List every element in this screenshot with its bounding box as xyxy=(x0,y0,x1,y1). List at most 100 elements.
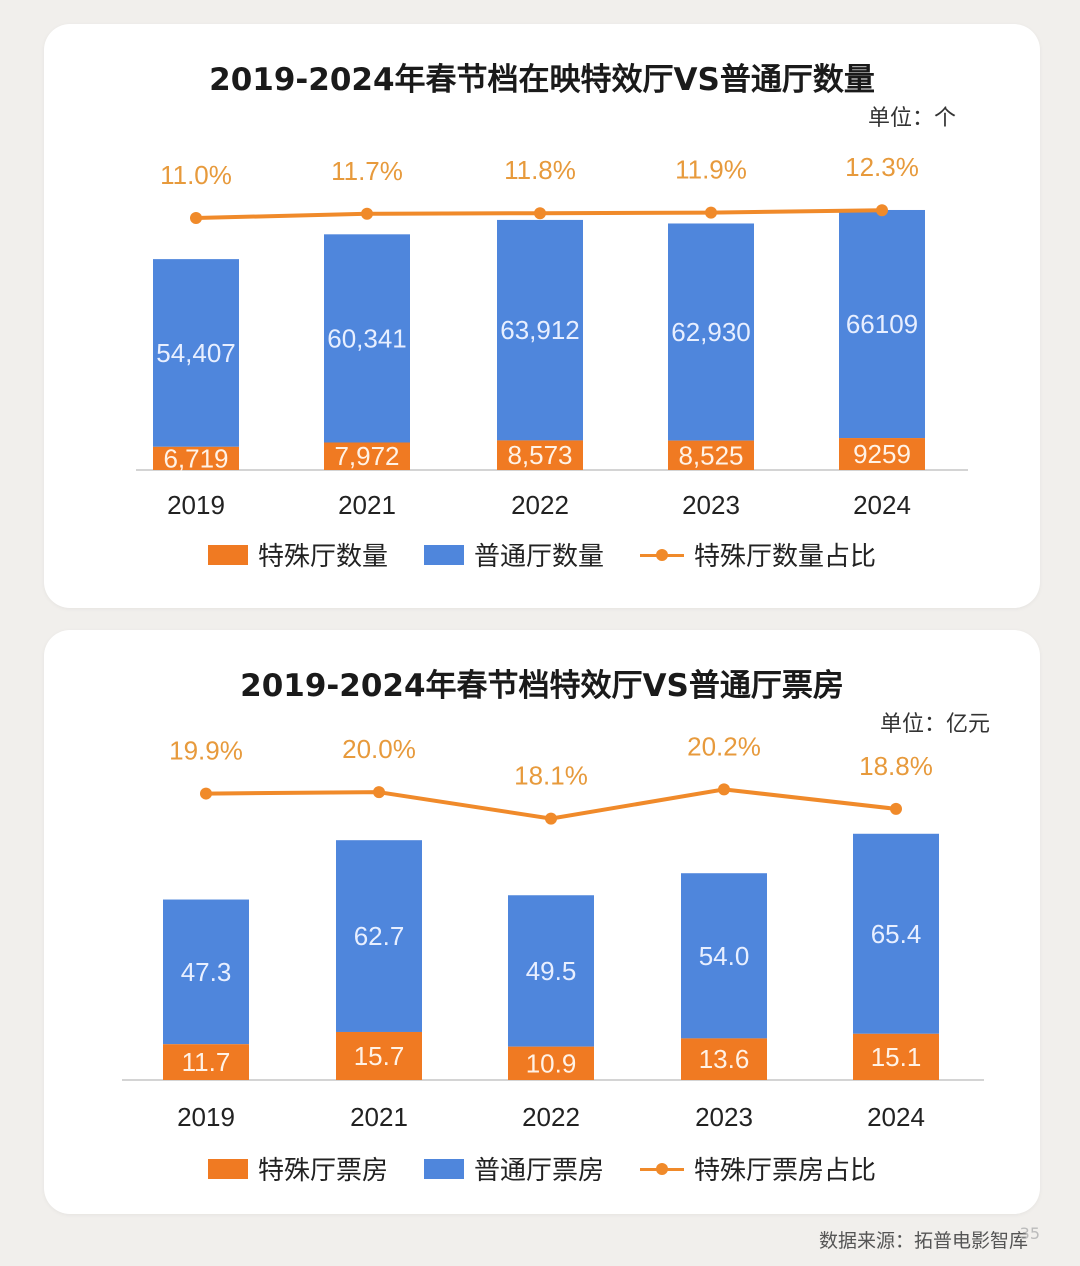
x-tick-label-2022: 2022 xyxy=(522,1102,580,1132)
x-tick-label-2021: 2021 xyxy=(350,1102,408,1132)
chart-card-screens: 2019-2024年春节档在映特效厅VS普通厅数量 单位：个 54,407 6,7… xyxy=(44,24,1040,608)
x-tick-label-2019: 2019 xyxy=(177,1102,235,1132)
ratio-point-2023 xyxy=(718,783,730,796)
data-label-special-2021: 15.7 xyxy=(354,1041,405,1071)
bar-normal-2019 xyxy=(153,259,239,447)
data-source: 数据来源：拓普电影智库 xyxy=(818,1230,1028,1252)
bar-normal-2022 xyxy=(497,219,583,441)
bar-special-2021 xyxy=(336,1031,422,1080)
legend-item-normal: 普通厅票房 xyxy=(423,1150,604,1187)
bar-normal-2022 xyxy=(508,895,594,1047)
ratio-label-2021: 11.7% xyxy=(331,156,403,186)
data-label-normal-2019: 54,407 xyxy=(156,338,236,368)
legend-item-ratio: 特殊厅数量占比 xyxy=(640,536,876,573)
ratio-label-2023: 11.9% xyxy=(675,155,747,185)
bar-special-2023 xyxy=(668,440,754,470)
ratio-point-2021 xyxy=(361,207,373,220)
ratio-label-2023: 20.2% xyxy=(687,731,761,761)
x-tick-label-2024: 2024 xyxy=(867,1102,925,1132)
ratio-label-2021: 20.0% xyxy=(342,734,416,764)
x-tick-label-2019: 2019 xyxy=(167,490,225,520)
chart-title: 2019-2024年春节档在映特效厅VS普通厅数量 xyxy=(209,62,875,98)
bar-special-2024 xyxy=(853,1033,939,1080)
bar-normal-2021 xyxy=(336,840,422,1032)
legend-swatch-normal xyxy=(423,544,464,565)
x-tick-label-2021: 2021 xyxy=(338,490,396,520)
chart-card-boxoffice: 2019-2024年春节档特效厅VS普通厅票房 单位：亿元 47.3 11.7 20… xyxy=(44,630,1040,1214)
legend: 特殊厅数量 普通厅数量 特殊厅数量占比 xyxy=(44,536,1040,573)
bar-special-2019 xyxy=(163,1044,249,1080)
bar-normal-2024 xyxy=(839,209,925,439)
data-label-special-2019: 6,719 xyxy=(163,443,228,473)
legend-swatch-special xyxy=(207,544,248,565)
data-label-normal-2022: 49.5 xyxy=(526,956,577,986)
bar-normal-2023 xyxy=(668,223,754,441)
data-label-special-2023: 13.6 xyxy=(699,1044,750,1074)
page-number: 35 xyxy=(1019,1224,1040,1243)
bar-special-2022 xyxy=(508,1046,594,1080)
legend-label: 普通厅票房 xyxy=(473,1156,604,1186)
bar-special-2023 xyxy=(681,1038,767,1080)
ratio-point-2024 xyxy=(876,204,888,217)
x-tick-label-2022: 2022 xyxy=(511,490,569,520)
bar-special-2024 xyxy=(839,438,925,470)
ratio-point-2024 xyxy=(890,802,902,815)
ratio-label-2024: 18.8% xyxy=(859,751,933,781)
data-label-special-2022: 10.9 xyxy=(526,1048,577,1078)
data-label-normal-2021: 60,341 xyxy=(327,323,407,353)
bar-normal-2021 xyxy=(324,234,410,443)
ratio-point-2021 xyxy=(373,786,385,799)
legend-item-ratio: 特殊厅票房占比 xyxy=(640,1150,876,1187)
bar-special-2021 xyxy=(324,442,410,470)
ratio-point-2019 xyxy=(200,787,212,800)
legend-label: 特殊厅数量 xyxy=(257,542,388,572)
bar-special-2022 xyxy=(497,440,583,470)
data-label-normal-2024: 66109 xyxy=(846,309,918,339)
legend-swatch-normal xyxy=(423,1158,464,1179)
chart-plot: 47.3 11.7 2019 62.7 15.7 2021 49.5 10.9 2022 54.0… xyxy=(122,731,984,1132)
bar-normal-2019 xyxy=(163,899,249,1045)
legend-swatch-ratio-line xyxy=(640,545,684,565)
data-label-normal-2021: 62.7 xyxy=(354,921,405,951)
bar-normal-2024 xyxy=(853,833,939,1034)
ratio-point-2023 xyxy=(705,206,717,219)
ratio-label-2022: 11.8% xyxy=(504,155,576,185)
data-label-special-2023: 8,525 xyxy=(678,440,743,470)
ratio-point-2019 xyxy=(190,212,202,224)
ratio-label-2019: 11.0% xyxy=(160,160,232,190)
data-label-special-2024: 9259 xyxy=(853,439,911,469)
x-tick-label-2024: 2024 xyxy=(853,490,911,520)
bar-normal-2023 xyxy=(681,873,767,1039)
data-label-special-2019: 11.7 xyxy=(182,1047,231,1077)
data-label-normal-2023: 54.0 xyxy=(699,941,750,971)
legend: 特殊厅票房 普通厅票房 特殊厅票房占比 xyxy=(44,1150,1040,1187)
legend-item-special: 特殊厅票房 xyxy=(207,1150,388,1187)
unit-label: 单位：个 xyxy=(867,106,956,131)
data-label-normal-2019: 47.3 xyxy=(181,957,232,987)
legend-swatch-special xyxy=(207,1158,248,1179)
data-label-normal-2024: 65.4 xyxy=(871,919,922,949)
ratio-label-2022: 18.1% xyxy=(514,761,588,791)
legend-label: 特殊厅票房占比 xyxy=(694,1156,877,1186)
unit-label: 单位：亿元 xyxy=(879,712,990,737)
data-label-normal-2023: 62,930 xyxy=(671,317,751,347)
legend-label: 特殊厅票房 xyxy=(257,1156,388,1186)
data-label-special-2024: 15.1 xyxy=(871,1042,922,1072)
x-tick-label-2023: 2023 xyxy=(682,490,740,520)
bar-special-2019 xyxy=(153,446,239,470)
legend-label: 普通厅数量 xyxy=(473,542,604,572)
data-label-normal-2022: 63,912 xyxy=(500,315,580,345)
legend-swatch-ratio-line xyxy=(640,1159,684,1179)
ratio-label-2019: 19.9% xyxy=(169,736,243,766)
data-label-special-2021: 7,972 xyxy=(334,441,399,471)
chart-title: 2019-2024年春节档特效厅VS普通厅票房 xyxy=(240,668,844,704)
legend-label: 特殊厅数量占比 xyxy=(694,542,877,572)
legend-item-normal: 普通厅数量 xyxy=(423,536,604,573)
x-tick-label-2023: 2023 xyxy=(695,1102,753,1132)
legend-item-special: 特殊厅数量 xyxy=(207,536,388,573)
ratio-label-2024: 12.3% xyxy=(845,152,919,182)
ratio-point-2022 xyxy=(545,812,557,825)
chart-plot: 54,407 6,719 2019 60,341 7,972 2021 63,912 8,57… xyxy=(136,152,968,520)
data-label-special-2022: 8,573 xyxy=(507,440,572,470)
ratio-point-2022 xyxy=(534,207,546,220)
